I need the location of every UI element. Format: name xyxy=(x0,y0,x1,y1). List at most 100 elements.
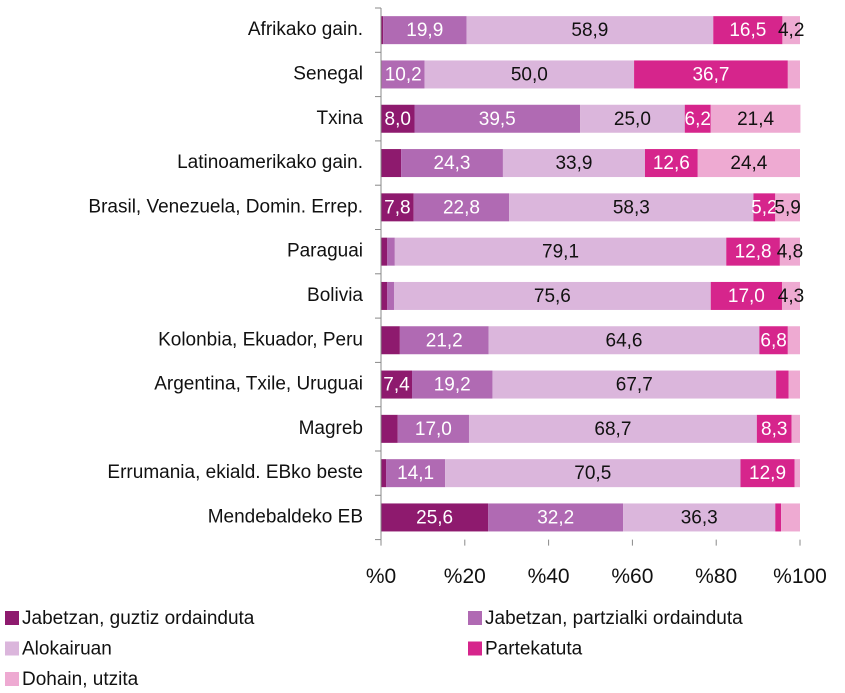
bar-segment xyxy=(381,149,402,178)
value-label: 5,9 xyxy=(774,197,800,218)
legend-label: Jabetzan, guztiz ordainduta xyxy=(22,608,255,629)
bar-segment xyxy=(468,414,757,443)
bar-segment xyxy=(787,326,800,355)
bar-segment xyxy=(502,149,645,178)
bar-segment xyxy=(776,370,789,399)
bar-segment xyxy=(381,326,400,355)
value-label: 33,9 xyxy=(555,153,592,174)
bar-segment xyxy=(381,104,415,133)
value-label: 25,0 xyxy=(614,109,651,130)
category-label: Txina xyxy=(317,108,364,129)
value-label: 25,6 xyxy=(416,507,453,528)
bar-segment xyxy=(713,16,783,45)
category-label: Errumania, ekiald. EBko beste xyxy=(107,462,363,483)
bar-segment xyxy=(383,16,467,45)
bar-segment xyxy=(509,193,754,222)
bar-segment xyxy=(424,60,635,89)
legend-label: Partekatuta xyxy=(485,639,583,660)
bar-segment xyxy=(399,326,489,355)
bar-segment xyxy=(381,16,384,45)
bar-segment xyxy=(381,60,425,89)
value-label: 79,1 xyxy=(542,242,579,263)
legend-swatch xyxy=(5,672,19,686)
legend-swatch xyxy=(5,611,19,625)
value-label: 22,8 xyxy=(443,197,480,218)
bar-segment xyxy=(381,237,388,266)
bar-segment xyxy=(414,104,581,133)
category-label: Paraguai xyxy=(287,241,363,262)
value-label: 32,2 xyxy=(537,507,574,528)
value-label: 10,2 xyxy=(385,64,422,85)
bar-segment xyxy=(644,149,698,178)
value-label: 17,0 xyxy=(728,286,765,307)
bar-segment xyxy=(697,149,800,178)
value-label: 75,6 xyxy=(534,286,571,307)
bar-segment xyxy=(386,459,446,488)
value-label: 58,9 xyxy=(571,20,608,41)
category-label: Afrikako gain. xyxy=(248,19,363,40)
value-label: 50,0 xyxy=(511,64,548,85)
category-label: Bolivia xyxy=(307,285,363,306)
value-label: 24,3 xyxy=(434,153,471,174)
bar-segment xyxy=(381,414,398,443)
bar-segment xyxy=(381,459,387,488)
bar-segment xyxy=(782,16,800,45)
legend-swatch xyxy=(468,611,482,625)
value-label: 36,3 xyxy=(681,507,718,528)
bar-segment xyxy=(623,503,776,532)
value-label: 4,8 xyxy=(777,242,803,263)
value-label: 8,3 xyxy=(761,419,787,440)
legend-swatch xyxy=(468,641,482,656)
x-tick-label: %60 xyxy=(611,565,653,588)
bar-segment xyxy=(753,193,776,222)
x-tick-label: %20 xyxy=(444,565,486,588)
bar-segment xyxy=(381,370,413,399)
bar-segment xyxy=(740,459,795,488)
value-label: 4,3 xyxy=(778,286,804,307)
category-label: Magreb xyxy=(299,418,363,439)
x-tick-label: %0 xyxy=(366,565,396,588)
x-tick-label: %100 xyxy=(773,565,827,588)
bar-segment xyxy=(710,104,801,133)
value-label: 24,4 xyxy=(730,153,767,174)
value-label: 21,2 xyxy=(426,330,463,351)
bar-segment xyxy=(710,281,782,310)
value-label: 4,2 xyxy=(778,20,804,41)
value-label: 58,3 xyxy=(613,197,650,218)
bar-segment xyxy=(684,104,711,133)
bar-segment xyxy=(394,237,727,266)
bar-segment xyxy=(413,193,510,222)
bar-segment xyxy=(381,281,388,310)
bar-segment xyxy=(775,503,782,532)
value-label: 19,9 xyxy=(406,20,443,41)
bar-segment xyxy=(781,503,800,532)
bar-segment xyxy=(401,149,503,178)
bar-segment xyxy=(488,503,624,532)
bar-segment xyxy=(756,414,792,443)
value-label: 12,8 xyxy=(735,242,772,263)
value-label: 14,1 xyxy=(397,463,434,484)
category-label: Senegal xyxy=(293,63,363,84)
value-label: 8,0 xyxy=(385,109,411,130)
value-label: 16,5 xyxy=(729,20,766,41)
bar-segment xyxy=(387,237,395,266)
value-label: 6,2 xyxy=(685,109,711,130)
value-label: 7,4 xyxy=(383,375,410,396)
bar-segment xyxy=(412,370,493,399)
category-label: Latinoamerikako gain. xyxy=(177,152,363,173)
bar-segment xyxy=(387,281,394,310)
value-label: 6,8 xyxy=(760,330,786,351)
legend-label: Alokairuan xyxy=(22,639,112,660)
bar-segment xyxy=(791,414,800,443)
bar-segment xyxy=(492,370,777,399)
legend-swatch xyxy=(5,641,19,656)
bar-segment xyxy=(794,459,800,488)
bar-segment xyxy=(397,414,469,443)
bar-segment xyxy=(779,237,800,266)
value-label: 19,2 xyxy=(434,375,471,396)
bar-segment xyxy=(381,193,414,222)
bar-segment xyxy=(788,370,800,399)
category-label: Kolonbia, Ekuador, Peru xyxy=(158,329,363,350)
bar-segment xyxy=(781,281,800,310)
